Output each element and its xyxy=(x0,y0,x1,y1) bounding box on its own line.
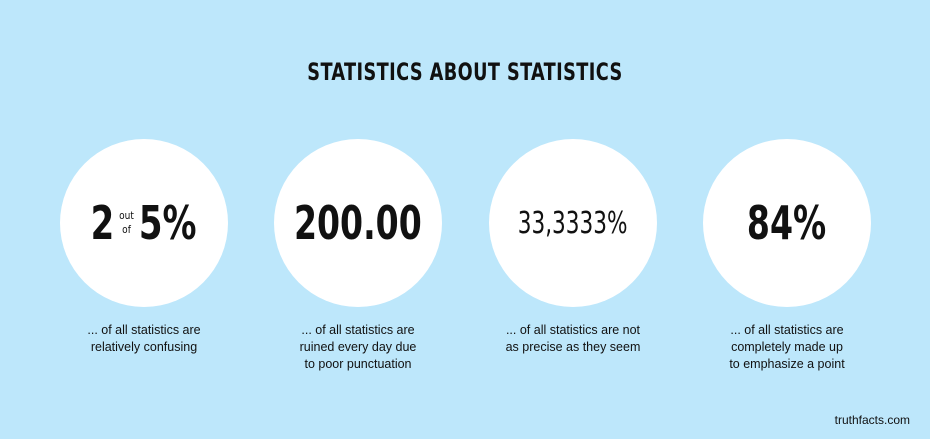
stat-caption-4: ... of all statistics are completely mad… xyxy=(677,322,897,373)
caption-line: completely made up xyxy=(731,340,843,354)
stat-value-1-out: out xyxy=(119,209,135,222)
credit-link[interactable]: truthfacts.com xyxy=(834,413,910,427)
caption-line: relatively confusing xyxy=(90,340,198,354)
stat-value-4: 84% xyxy=(747,196,827,250)
caption-line: ruined every day due xyxy=(299,340,417,354)
caption-line: ... of all statistics are xyxy=(730,323,844,337)
stat-value-3: 33,3333% xyxy=(518,205,628,241)
stat-value-2: 200.00 xyxy=(294,196,422,250)
caption-line: ... of all statistics are xyxy=(87,323,201,337)
caption-line: to emphasize a point xyxy=(729,357,845,371)
caption-line: to poor punctuation xyxy=(304,357,412,371)
stat-circle-4: 84% xyxy=(703,139,871,307)
stat-value-1: 2 out of 5% xyxy=(91,196,197,250)
stat-caption-1: ... of all statistics are relatively con… xyxy=(34,322,254,356)
page-title: STATISTICS ABOUT STATISTICS xyxy=(307,58,623,86)
stat-value-1-right: 5% xyxy=(139,196,197,250)
stat-caption-2: ... of all statistics are ruined every d… xyxy=(248,322,468,373)
stat-circle-2: 200.00 xyxy=(274,139,442,307)
stat-caption-3: ... of all statistics are not as precise… xyxy=(463,322,683,356)
caption-line: ... of all statistics are not xyxy=(505,323,641,337)
caption-line: ... of all statistics are xyxy=(301,323,415,337)
stat-value-1-left: 2 xyxy=(91,196,115,250)
caption-line: as precise as they seem xyxy=(505,340,641,354)
stat-circle-3: 33,3333% xyxy=(489,139,657,307)
stat-circle-1: 2 out of 5% xyxy=(60,139,228,307)
stat-value-1-of: of xyxy=(122,223,132,236)
stat-value-1-out-of: out of xyxy=(120,209,135,237)
